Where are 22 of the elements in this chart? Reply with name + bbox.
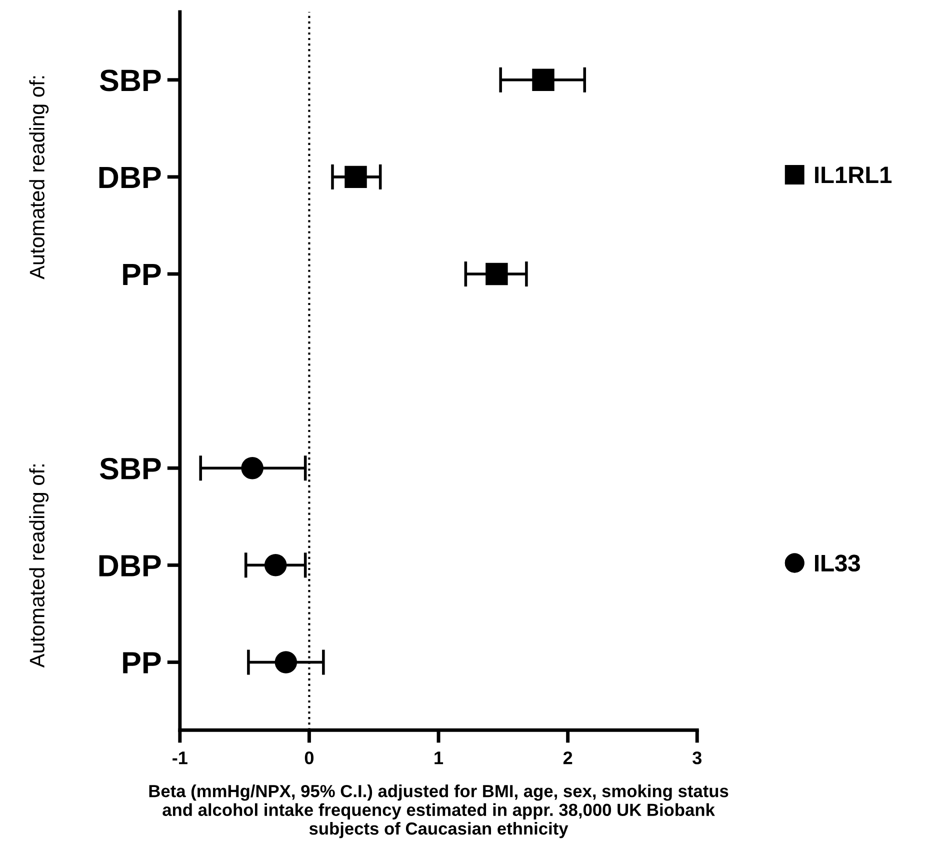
y-tick-label: DBP (99, 166, 161, 188)
x-tick-label: -1 (172, 752, 188, 764)
x-tick-label: 2 (563, 751, 572, 764)
text: Automated reading of: (29, 76, 49, 280)
legend-label: IL33 (815, 554, 860, 572)
y-tick-label: DBP (99, 555, 161, 576)
point (264, 554, 287, 576)
y-tick-label: SBP (100, 70, 161, 92)
x-tick-label: 1 (434, 752, 444, 764)
point (241, 456, 264, 480)
point (486, 262, 508, 286)
text: Automated reading of: (29, 464, 49, 668)
x-tick-label: 0 (304, 751, 314, 764)
y-tick-label: SBP (100, 458, 161, 480)
point (344, 166, 367, 188)
legend-label: IL1RL1 (815, 166, 892, 184)
point (274, 651, 298, 674)
y-tick-label: PP (123, 652, 161, 674)
x-tick-label: 3 (692, 751, 702, 764)
point (532, 68, 554, 91)
x-axis-title: Beta (mmHg/NPX, 95% C.I.) adjusted for BMI, age, sex, smoking status and alcohol intake frequency estimated in appr. 38,000 UK Biobank subjects of Caucasian ethnicity (149, 784, 728, 838)
y-tick-label: PP (123, 264, 161, 286)
